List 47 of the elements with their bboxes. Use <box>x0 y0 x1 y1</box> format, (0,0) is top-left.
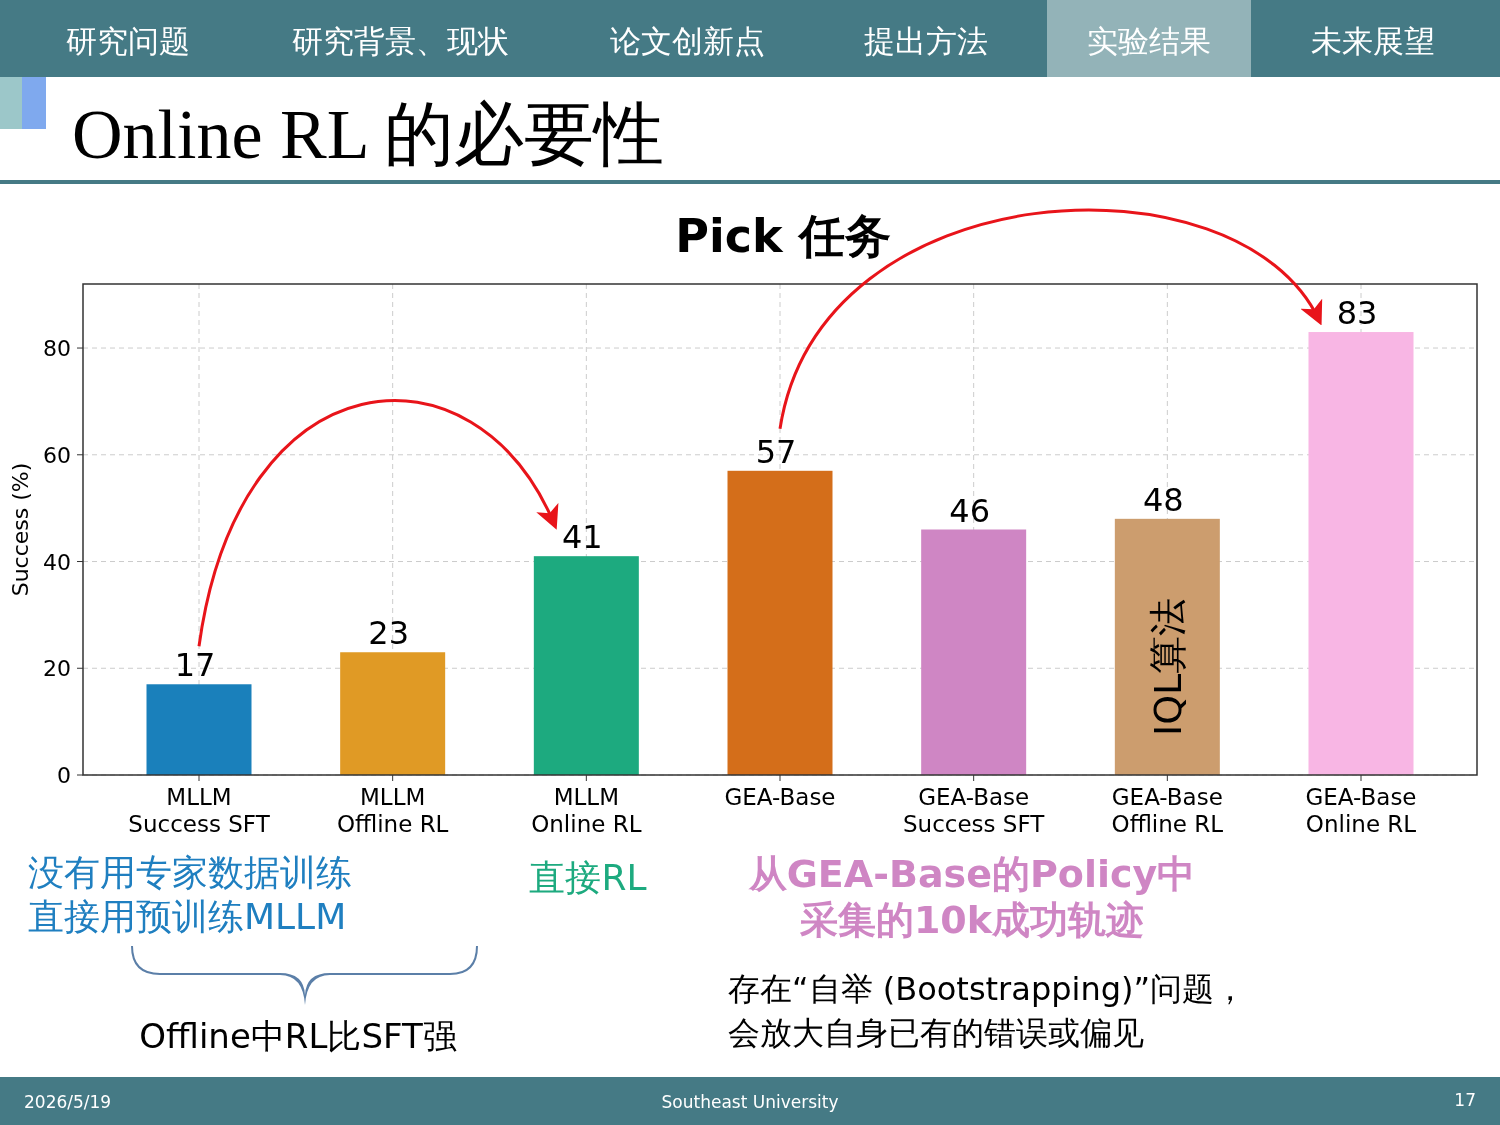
bar <box>146 684 252 775</box>
annotation: IQL算法 <box>1146 597 1191 737</box>
bar <box>340 652 446 775</box>
text: 未来展望 <box>1311 23 1435 59</box>
text: 2026/5/19 <box>24 1092 112 1112</box>
y-axis-title: Success (%) <box>8 462 33 597</box>
data-label: 41 <box>561 518 603 557</box>
y-tick-label: 40 <box>43 549 71 575</box>
x-tick-label: GEA-Base Online RL <box>1305 784 1417 837</box>
text: Southeast University <box>661 1092 839 1112</box>
bar <box>921 529 1027 775</box>
text: 会放大自身已有的错误或偏见 <box>728 1014 1144 1052</box>
data-label: 48 <box>1142 480 1184 519</box>
text: 直接RL <box>529 857 647 898</box>
x-tick-label: MLLM Offline RL <box>336 784 449 837</box>
text: 提出方法 <box>864 23 988 59</box>
data-label: 23 <box>368 614 410 653</box>
text: Online RL 的必要性 <box>72 96 665 173</box>
bar <box>727 470 833 775</box>
y-tick-label: 60 <box>43 442 71 468</box>
text: 直接用预训练MLLM <box>28 896 347 937</box>
y-tick-label: 80 <box>43 336 71 362</box>
x-tick-label: GEA-Base Success SFT <box>902 784 1046 837</box>
bar <box>1114 518 1220 775</box>
text: 没有用专家数据训练 <box>28 852 352 893</box>
data-label: 17 <box>174 646 216 685</box>
bar <box>533 556 639 775</box>
text: Offline中RL比SFT强 <box>139 1016 457 1056</box>
y-tick-label: 0 <box>57 763 71 788</box>
x-tick-label: MLLM Online RL <box>531 784 642 837</box>
chart-title: Pick 任务 <box>675 209 891 263</box>
text: 研究背景、现状 <box>291 23 509 59</box>
x-tick-label: MLLM Success SFT <box>128 784 271 837</box>
data-label: 83 <box>1336 294 1378 333</box>
text: 存在“自举 (Bootstrapping)”问题， <box>728 970 1247 1008</box>
text: 研究问题 <box>66 23 190 59</box>
data-label: 46 <box>949 491 991 530</box>
bar <box>1308 332 1414 775</box>
text: 实验结果 <box>1087 23 1211 59</box>
x-tick-label: GEA-Base <box>724 784 836 810</box>
text: 从GEA-Base的Policy中 <box>747 852 1196 896</box>
data-label: 57 <box>755 432 797 471</box>
y-tick-label: 20 <box>43 656 71 682</box>
text: 17 <box>1454 1090 1476 1110</box>
x-tick-label: GEA-Base Offline RL <box>1111 784 1224 837</box>
text: 论文创新点 <box>609 23 765 59</box>
text: 采集的10k成功轨迹 <box>798 898 1145 942</box>
